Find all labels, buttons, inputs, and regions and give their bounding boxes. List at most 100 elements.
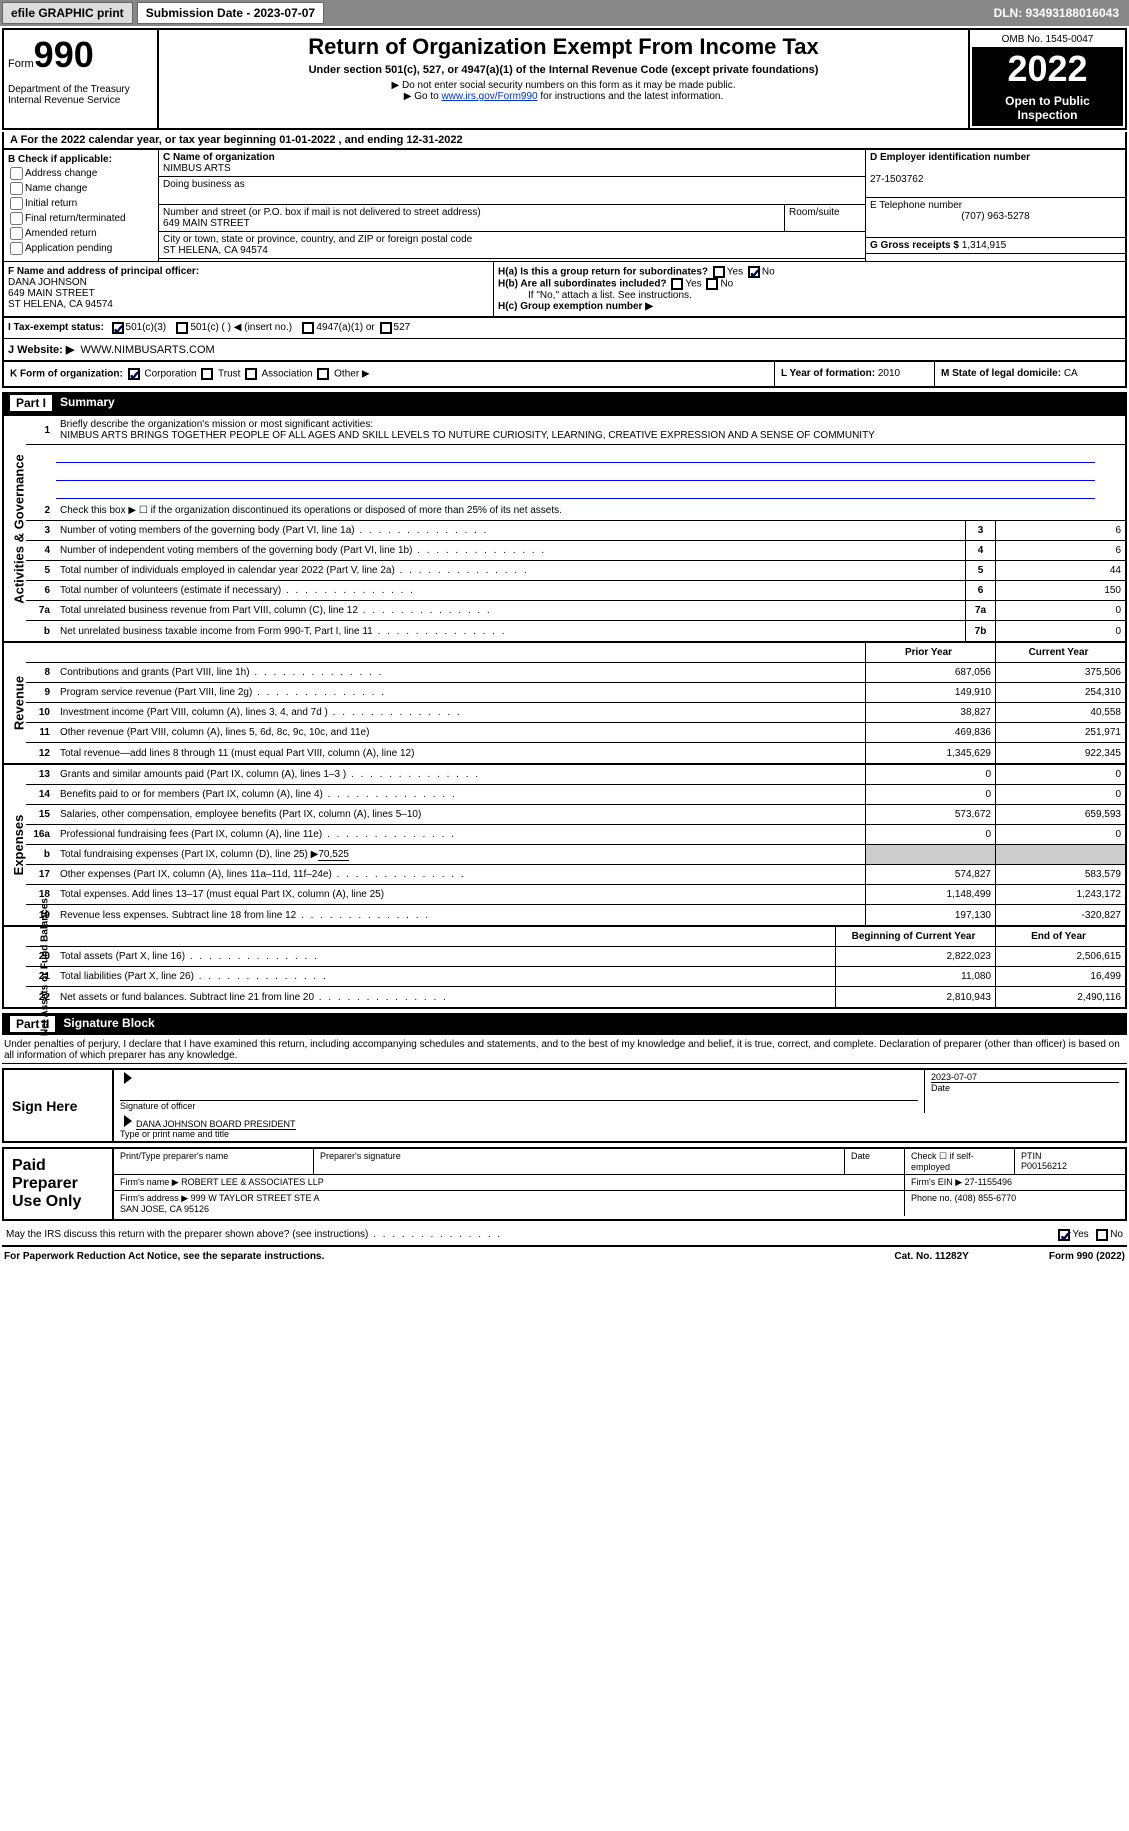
arrow-icon [124, 1072, 132, 1084]
sign-here-block: Sign Here Signature of officer 2023-07-0… [2, 1068, 1127, 1143]
chk-may-no[interactable] [1096, 1229, 1108, 1241]
line-15-curr: 659,593 [995, 805, 1125, 824]
label-exp: Expenses [11, 815, 26, 876]
j-lbl: J Website: ▶ [8, 344, 74, 356]
chk-assoc[interactable] [245, 368, 257, 380]
chk-may-yes[interactable] [1058, 1229, 1070, 1241]
hdr-prior: Prior Year [865, 643, 995, 662]
may-irs-row: May the IRS discuss this return with the… [2, 1225, 1127, 1247]
line-14-curr: 0 [995, 785, 1125, 804]
gross-lbl: G Gross receipts $ [870, 240, 959, 251]
chk-527[interactable] [380, 322, 392, 334]
chk-amended[interactable]: Amended return [8, 227, 154, 240]
efile-print-btn[interactable]: efile GRAPHIC print [2, 2, 133, 24]
chk-4947[interactable] [302, 322, 314, 334]
line-17-text: Other expenses (Part IX, column (A), lin… [56, 866, 865, 883]
col-d: D Employer identification number27-15037… [865, 150, 1125, 261]
line-13-prior: 0 [865, 765, 995, 784]
line-16a-prior: 0 [865, 825, 995, 844]
mission-text: NIMBUS ARTS BRINGS TOGETHER PEOPLE OF AL… [60, 430, 875, 441]
gross-val: 1,314,915 [962, 240, 1007, 251]
k-lbl: K Form of organization: [10, 369, 123, 380]
officer-name: DANA JOHNSON [8, 277, 489, 288]
col-c: C Name of organizationNIMBUS ARTS Doing … [159, 150, 865, 261]
line-5-text: Total number of individuals employed in … [56, 562, 965, 579]
line-3-val: 6 [995, 521, 1125, 540]
label-na: Net Assets or Fund Balances [40, 898, 51, 1036]
line-15-prior: 573,672 [865, 805, 995, 824]
chk-app-pending[interactable]: Application pending [8, 242, 154, 255]
chk-initial[interactable]: Initial return [8, 197, 154, 210]
chk-final[interactable]: Final return/terminated [8, 212, 154, 225]
sig-date-lbl: Date [931, 1083, 950, 1093]
net-assets: Net Assets or Fund Balances Beginning of… [2, 927, 1127, 1009]
line-19-prior: 197,130 [865, 905, 995, 925]
irs-link[interactable]: www.irs.gov/Form990 [441, 91, 537, 102]
ein-lbl: D Employer identification number [870, 152, 1030, 163]
firm-name-lbl: Firm's name ▶ [120, 1177, 179, 1187]
chk-trust[interactable] [201, 368, 213, 380]
line-16b-curr [995, 845, 1125, 864]
label-ag: Activities & Governance [11, 454, 26, 604]
row-klm: K Form of organization: Corporation Trus… [2, 362, 1127, 388]
line-20-text: Total assets (Part X, line 16) [56, 948, 835, 965]
ptin: P00156212 [1021, 1161, 1067, 1171]
line-16a-curr: 0 [995, 825, 1125, 844]
chk-addr-change[interactable]: Address change [8, 167, 154, 180]
addr-lbl: Number and street (or P.O. box if mail i… [163, 207, 481, 218]
firm-phone-lbl: Phone no. [911, 1193, 952, 1203]
chk-other[interactable] [317, 368, 329, 380]
i-o3: 4947(a)(1) or [316, 322, 374, 334]
line-12-text: Total revenue—add lines 8 through 11 (mu… [56, 745, 865, 762]
city: ST HELENA, CA 94574 [163, 245, 268, 256]
omb: OMB No. 1545-0047 [972, 32, 1123, 48]
submission-date: Submission Date - 2023-07-07 [137, 2, 324, 24]
line-6-val: 150 [995, 581, 1125, 600]
col-b: B Check if applicable: Address change Na… [4, 150, 159, 261]
block-bcd: B Check if applicable: Address change Na… [2, 150, 1127, 261]
line-4-text: Number of independent voting members of … [56, 542, 965, 559]
prep-sig-lbl: Preparer's signature [320, 1151, 401, 1161]
chk-501c[interactable] [176, 322, 188, 334]
line-2: Check this box ▶ ☐ if the organization d… [56, 502, 1125, 519]
footer-form: Form 990 (2022) [1049, 1251, 1125, 1262]
note-2: ▶ Go to www.irs.gov/Form990 for instruct… [163, 91, 964, 102]
chk-hb-no[interactable] [706, 278, 718, 290]
prep-date-lbl: Date [851, 1151, 870, 1161]
k-o1: Corporation [144, 369, 196, 380]
tax-year: 2022 [972, 48, 1123, 90]
line-14-text: Benefits paid to or for members (Part IX… [56, 786, 865, 803]
firm-name: ROBERT LEE & ASSOCIATES LLP [181, 1177, 324, 1187]
i-o2: 501(c) ( ) ◀ (insert no.) [190, 322, 292, 334]
chk-corp[interactable] [128, 368, 140, 380]
line-15-text: Salaries, other compensation, employee b… [56, 806, 865, 823]
part1-title: Summary [60, 395, 115, 411]
chk-name-change[interactable]: Name change [8, 182, 154, 195]
line-10-prior: 38,827 [865, 703, 995, 722]
line-10-curr: 40,558 [995, 703, 1125, 722]
line-11-curr: 251,971 [995, 723, 1125, 742]
m-val: CA [1064, 368, 1078, 379]
chk-ha-yes[interactable] [713, 266, 725, 278]
dba-lbl: Doing business as [163, 179, 245, 190]
h-b-note: If "No," attach a list. See instructions… [498, 290, 1121, 301]
phone: (707) 963-5278 [870, 211, 1121, 222]
chk-501c3[interactable] [112, 322, 124, 334]
footer: For Paperwork Reduction Act Notice, see … [2, 1249, 1127, 1264]
k-o4: Other ▶ [334, 369, 369, 380]
mission-line-3 [56, 483, 1095, 499]
line-12-prior: 1,345,629 [865, 743, 995, 763]
hdr-curr: Current Year [995, 643, 1125, 662]
prep-check-lbl: Check ☐ if self-employed [911, 1151, 974, 1172]
line-5-val: 44 [995, 561, 1125, 580]
chk-hb-yes[interactable] [671, 278, 683, 290]
officer-addr2: ST HELENA, CA 94574 [8, 299, 489, 310]
line-13-text: Grants and similar amounts paid (Part IX… [56, 766, 865, 783]
city-lbl: City or town, state or province, country… [163, 234, 472, 245]
i-o1: 501(c)(3) [126, 322, 167, 334]
line-8-text: Contributions and grants (Part VIII, lin… [56, 664, 865, 681]
line-7a-val: 0 [995, 601, 1125, 620]
note-1: ▶ Do not enter social security numbers o… [163, 80, 964, 91]
line-8-prior: 687,056 [865, 663, 995, 682]
chk-ha-no[interactable] [748, 266, 760, 278]
